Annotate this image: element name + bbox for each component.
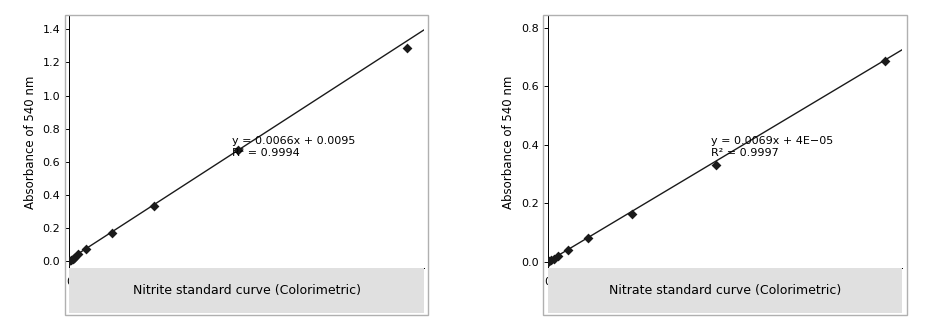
Y-axis label: Absorbance of 540 nm: Absorbance of 540 nm: [24, 75, 37, 209]
Point: [561, 247, 575, 253]
Point: [62, 258, 77, 264]
Point: [547, 256, 561, 261]
Point: [146, 203, 161, 208]
Point: [70, 252, 85, 257]
Text: Nitrate standard curve (Colorimetric): Nitrate standard curve (Colorimetric): [609, 284, 841, 297]
Text: y = 0.0069x + 4E−05
R² = 0.9997: y = 0.0069x + 4E−05 R² = 0.9997: [710, 136, 832, 158]
Point: [544, 258, 559, 263]
Y-axis label: Absorbance of 540 nm: Absorbance of 540 nm: [502, 75, 515, 209]
Point: [230, 148, 245, 153]
Point: [878, 59, 893, 64]
Point: [67, 256, 81, 261]
Point: [79, 247, 93, 252]
Point: [400, 45, 414, 50]
Point: [550, 253, 565, 258]
Text: y = 0.0066x + 0.0095
R² = 0.9994: y = 0.0066x + 0.0095 R² = 0.9994: [232, 136, 356, 158]
Point: [709, 163, 723, 168]
Point: [540, 259, 555, 264]
X-axis label: Nitrate (NO₃⁻) (μM/well): Nitrate (NO₃⁻) (μM/well): [654, 292, 796, 305]
Point: [581, 236, 596, 241]
Text: Nitrite standard curve (Colorimetric): Nitrite standard curve (Colorimetric): [132, 284, 361, 297]
Point: [66, 257, 80, 262]
Point: [64, 257, 79, 263]
X-axis label: Nitrite (NO₂⁻) (μM/well): Nitrite (NO₂⁻) (μM/well): [178, 292, 315, 305]
Point: [105, 230, 119, 235]
Point: [542, 259, 557, 264]
Point: [624, 211, 639, 216]
